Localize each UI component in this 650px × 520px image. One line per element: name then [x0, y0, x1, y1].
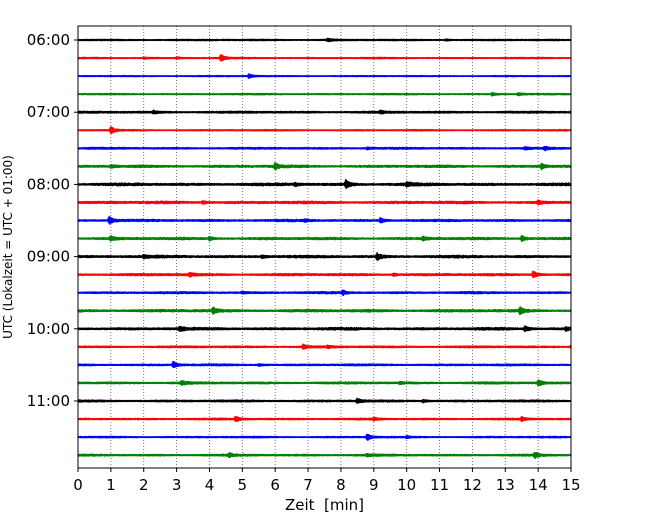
x-tick-label: 2 — [139, 476, 149, 494]
seismogram-trace — [77, 37, 572, 43]
seismogram-trace — [77, 179, 572, 190]
seismogram-trace — [77, 252, 572, 261]
x-tick-label: 3 — [172, 476, 182, 494]
x-tick-label: 10 — [397, 476, 416, 494]
seismogram-trace — [77, 397, 572, 404]
seismogram-trace — [77, 433, 572, 441]
x-axis-label: Zeit [min] — [285, 496, 364, 514]
x-tick-label: 12 — [463, 476, 482, 494]
seismogram-trace — [77, 126, 572, 135]
x-tick-label: 15 — [561, 476, 580, 494]
x-tick-label: 7 — [303, 476, 313, 494]
y-tick-label: 09:00 — [27, 248, 70, 266]
seismogram-trace — [77, 145, 572, 152]
seismogram-trace — [77, 451, 572, 459]
seismogram-trace — [77, 379, 572, 387]
seismogram-traces — [77, 37, 572, 459]
y-axis-label: UTC (Lokalzeit = UTC + 01:00) — [1, 155, 15, 339]
y-tick-label: 10:00 — [27, 320, 70, 338]
y-tick-label: 07:00 — [27, 103, 70, 121]
seismogram-trace — [77, 92, 572, 97]
seismogram-trace — [77, 360, 572, 369]
seismogram-trace — [77, 289, 572, 297]
x-tick-label: 5 — [238, 476, 248, 494]
plot-frame — [77, 25, 572, 469]
seismogram-trace — [77, 343, 572, 350]
seismogram-trace — [77, 199, 572, 206]
seismogram-trace — [77, 306, 572, 316]
x-axis-ticks: 0 1 2 3 4 5 6 7 8 9 10 11 12 13 14 15 — [73, 468, 581, 494]
seismogram-trace — [77, 216, 572, 225]
x-tick-label: 1 — [106, 476, 116, 494]
seismogram-trace — [77, 54, 572, 62]
y-tick-label: 06:00 — [27, 31, 70, 49]
seismogram-trace — [77, 234, 572, 242]
x-tick-label: 13 — [496, 476, 515, 494]
seismogram-trace — [77, 415, 572, 423]
x-tick-label: 0 — [73, 476, 83, 494]
seismogram-trace — [77, 162, 572, 171]
y-axis-ticks: 06:00 07:00 08:00 09:00 10:00 11:00 — [27, 31, 78, 410]
seismogram-trace — [77, 109, 572, 115]
seismogram-trace — [77, 270, 572, 279]
seismogram-trace — [77, 325, 572, 333]
x-tick-label: 4 — [205, 476, 215, 494]
x-tick-label: 6 — [270, 476, 280, 494]
x-tick-label: 14 — [529, 476, 548, 494]
y-tick-label: 11:00 — [27, 392, 70, 410]
seismogram-trace — [77, 73, 572, 79]
x-tick-label: 8 — [336, 476, 346, 494]
x-tick-label: 11 — [430, 476, 449, 494]
x-tick-label: 9 — [369, 476, 379, 494]
y-tick-label: 08:00 — [27, 175, 70, 193]
